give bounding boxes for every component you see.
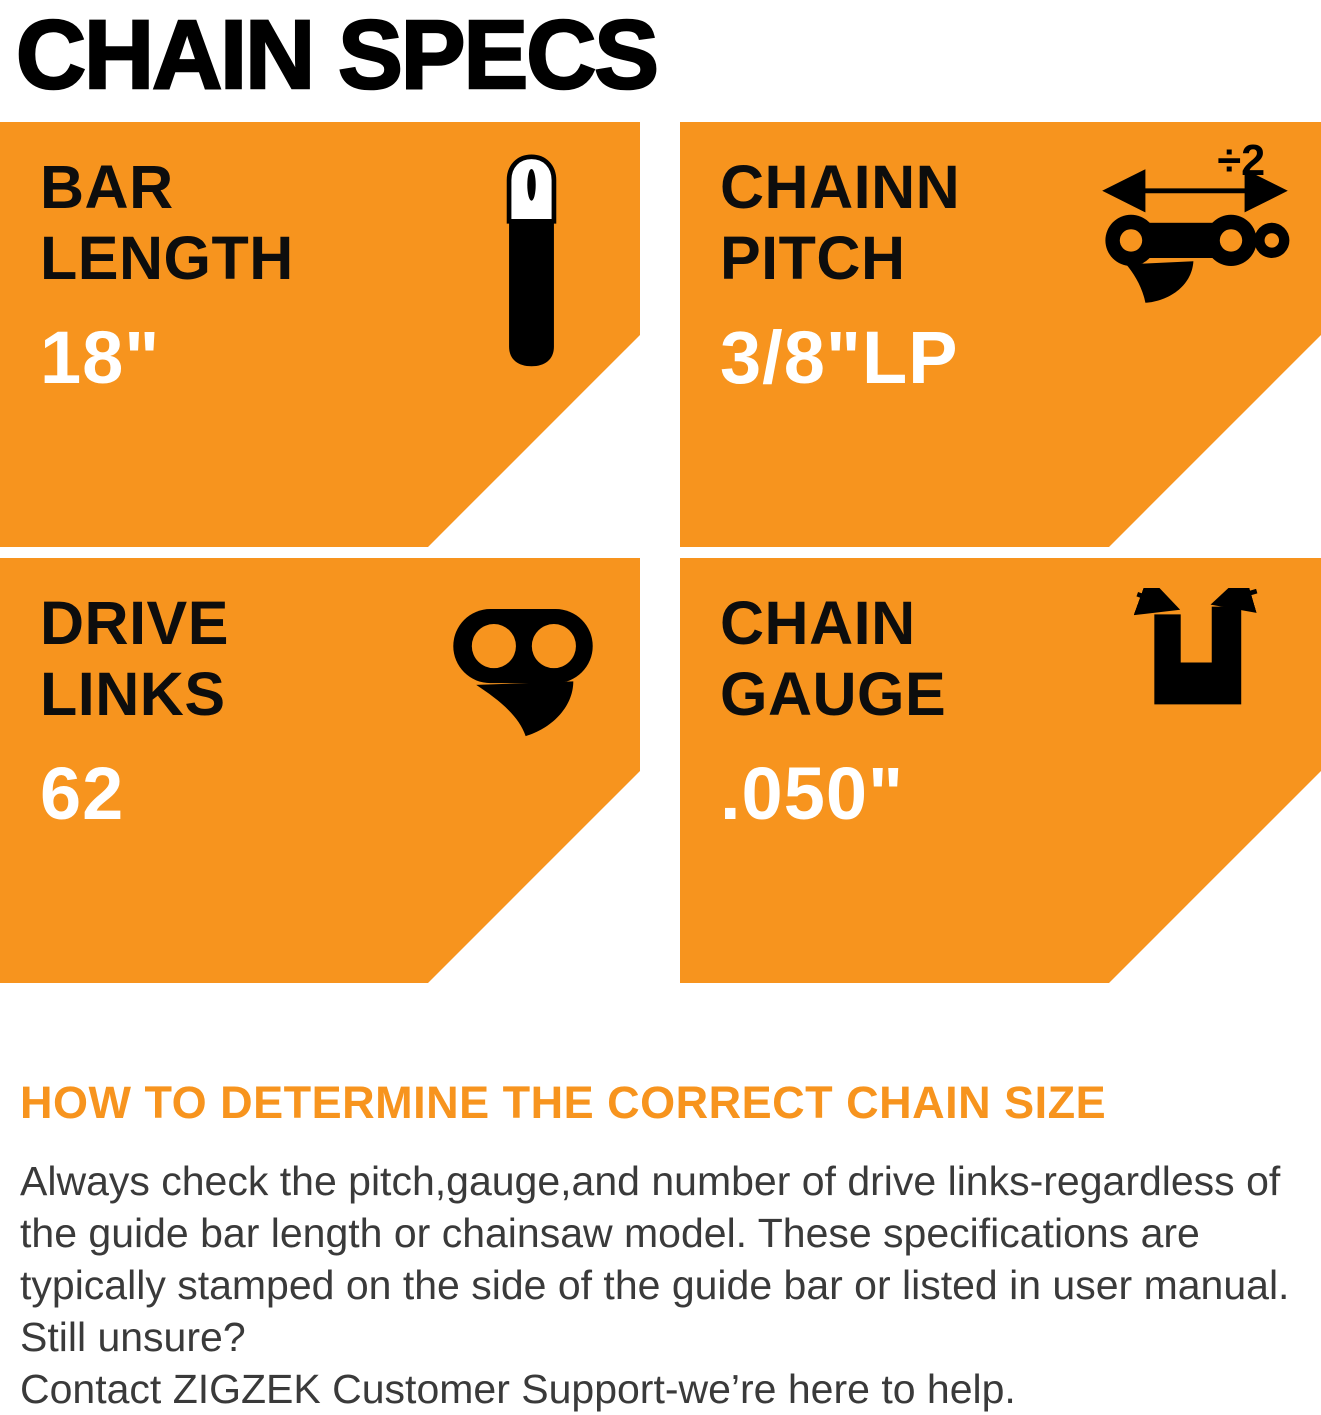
spec-grid: BAR LENGTH 18" CHAINN PITCH 3/8"LP ÷2 — [0, 122, 1321, 983]
info-still-unsure: Still unsure? — [20, 1313, 246, 1360]
chain-gauge-value: .050" — [720, 751, 905, 835]
info-contact: Contact ZIGZEK Customer Support-we’re he… — [20, 1365, 1016, 1412]
spec-panel-chain-gauge: CHAIN GAUGE .050" — [680, 558, 1321, 983]
divide-by-two-annotation: ÷2 — [1217, 138, 1265, 185]
info-section: HOW TO DETERMINE THE CORRECT CHAIN SIZE … — [0, 1077, 1321, 1415]
bar-length-label: BAR LENGTH — [40, 152, 294, 293]
chain-pitch-label: CHAINN PITCH — [720, 152, 961, 293]
bar-length-value: 18" — [40, 315, 161, 399]
spec-panel-bar-length: BAR LENGTH 18" — [0, 122, 640, 547]
info-paragraph: Always check the pitch,gauge,and number … — [20, 1157, 1290, 1308]
chain-pitch-value: 3/8"LP — [720, 315, 959, 399]
spec-panel-drive-links: DRIVE LINKS 62 — [0, 558, 640, 983]
guide-bar-icon — [503, 154, 560, 369]
chain-gauge-icon — [1131, 588, 1263, 716]
chain-gauge-label: CHAIN GAUGE — [720, 588, 947, 729]
page-title: CHAIN SPECS — [15, 0, 660, 109]
info-heading: HOW TO DETERMINE THE CORRECT CHAIN SIZE — [20, 1076, 1107, 1128]
info-body: Always check the pitch,gauge,and number … — [20, 1155, 1299, 1415]
drive-links-value: 62 — [40, 751, 125, 835]
drive-links-label: DRIVE LINKS — [40, 588, 229, 729]
drive-link-icon — [448, 600, 598, 746]
spec-panel-chain-pitch: CHAINN PITCH 3/8"LP ÷2 — [680, 122, 1321, 547]
chain-pitch-icon: ÷2 — [1099, 138, 1291, 306]
